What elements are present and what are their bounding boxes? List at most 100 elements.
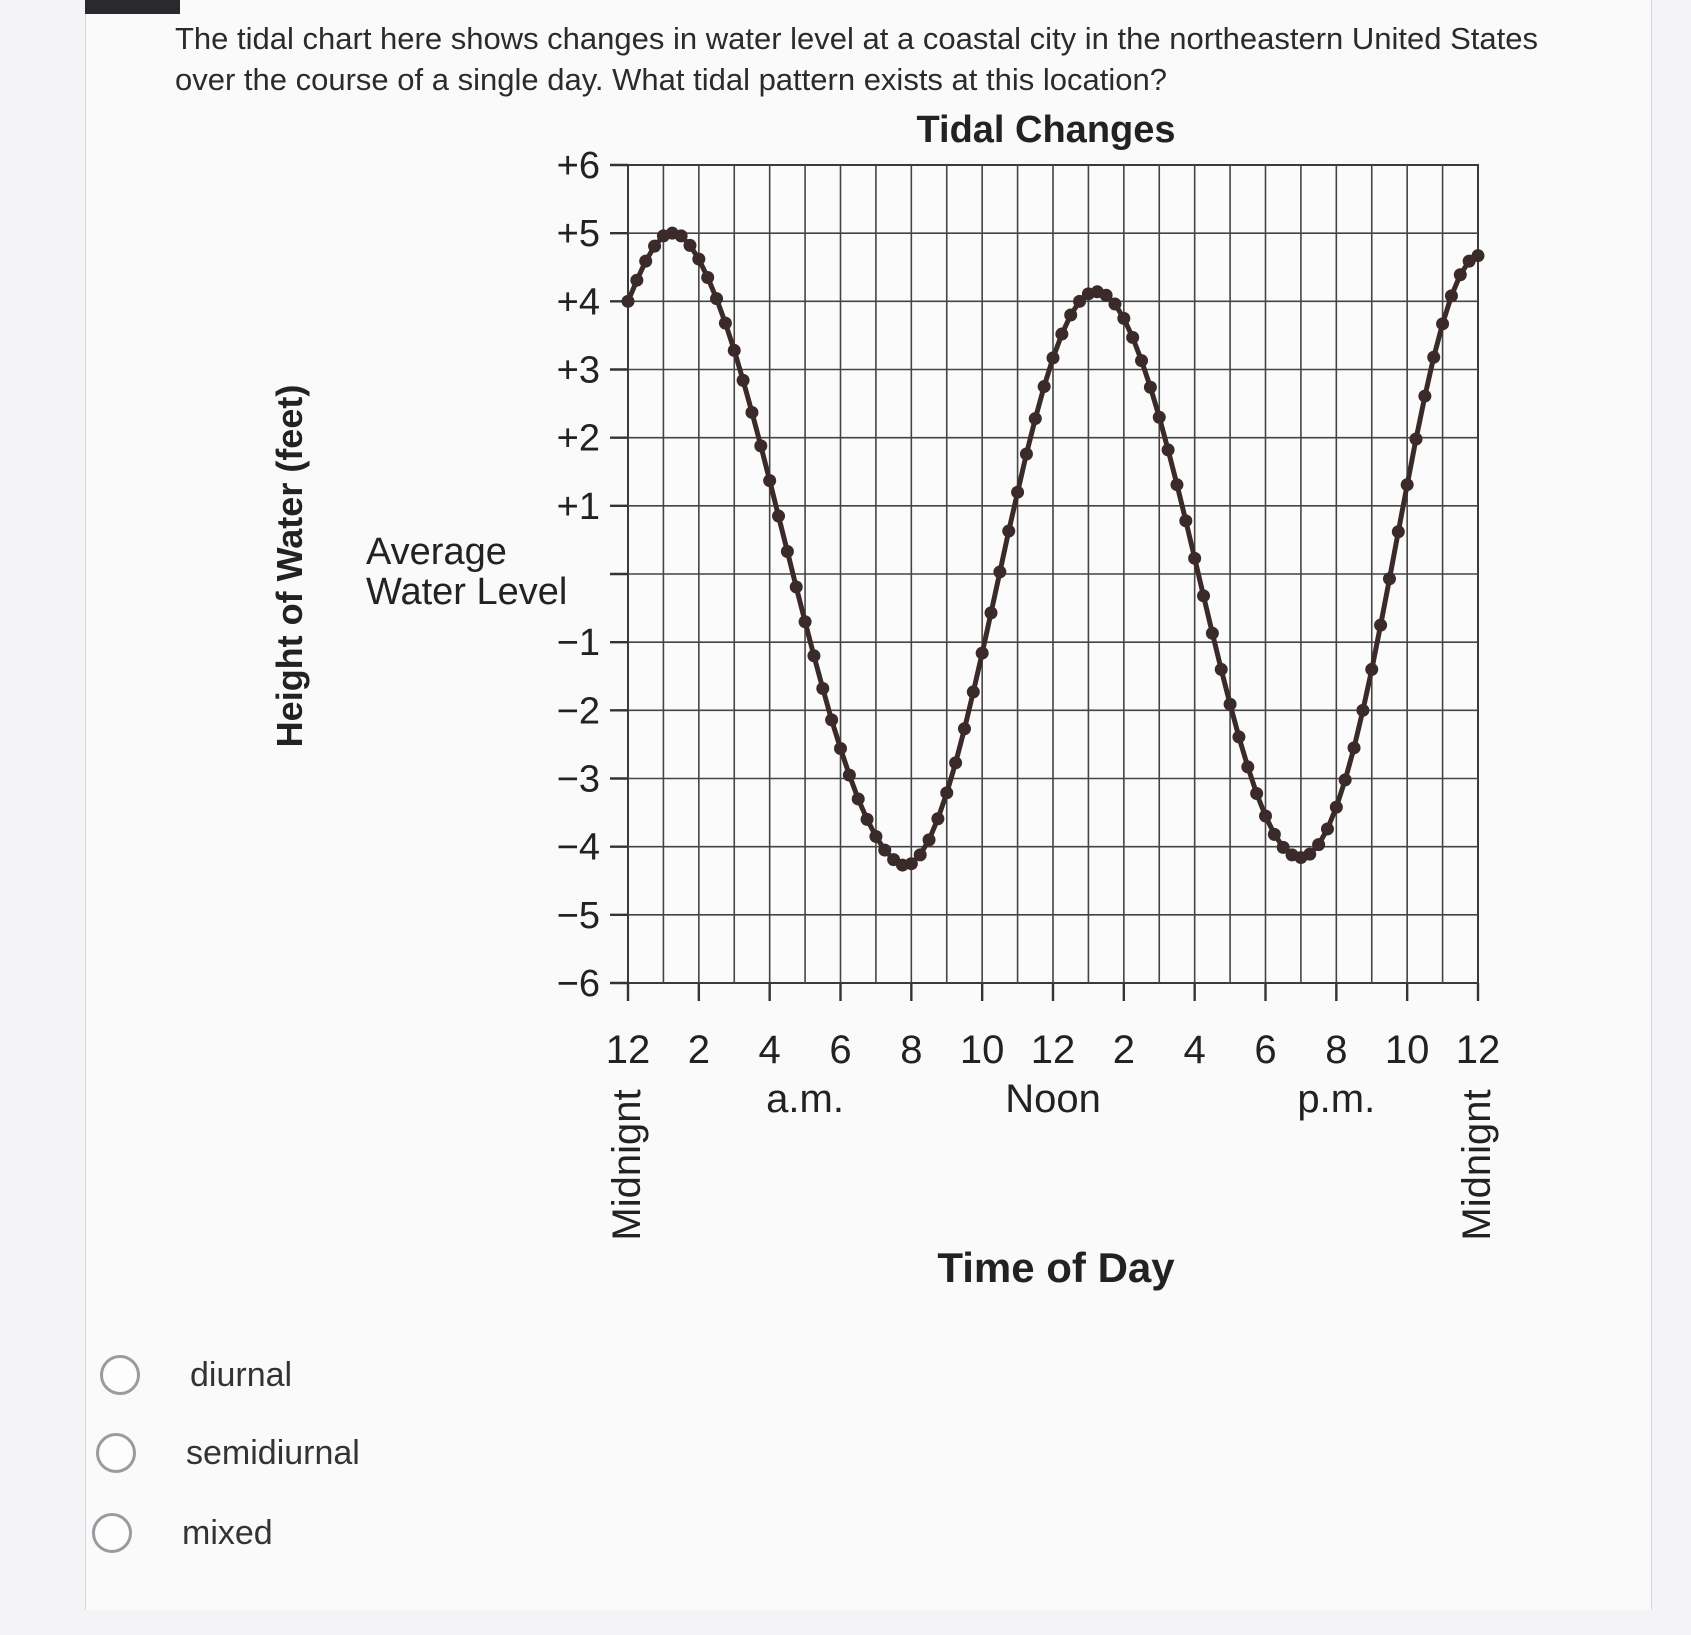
data-point	[1250, 786, 1264, 800]
data-point	[763, 474, 777, 488]
x-tick-label: 10	[1385, 1028, 1430, 1072]
data-point	[1365, 662, 1379, 676]
data-point	[1037, 380, 1051, 394]
data-point	[1223, 697, 1237, 711]
radio-button[interactable]	[96, 1433, 136, 1473]
data-point	[736, 373, 750, 387]
data-point	[1303, 847, 1317, 861]
data-point	[789, 580, 803, 594]
y-tick-label: −5	[557, 895, 600, 937]
data-point	[1028, 412, 1042, 426]
data-point	[1400, 478, 1414, 492]
chart-title: Tidal Changes	[916, 109, 1175, 151]
data-point	[807, 649, 821, 663]
y-tick-label: Water Level	[366, 571, 567, 613]
data-point	[922, 833, 936, 847]
data-point	[825, 713, 839, 727]
data-point	[621, 294, 635, 308]
data-point	[1312, 838, 1326, 852]
radio-button[interactable]	[92, 1513, 132, 1553]
y-tick-label: +1	[557, 486, 600, 528]
data-point	[1073, 294, 1087, 308]
data-point	[1329, 800, 1343, 814]
x-tick-label: 8	[1325, 1028, 1347, 1072]
data-point	[913, 848, 927, 862]
y-tick-label: +6	[557, 145, 600, 187]
data-point	[639, 254, 653, 268]
y-tick-label: +3	[557, 350, 600, 392]
data-point	[1409, 432, 1423, 446]
data-point	[1188, 551, 1202, 565]
data-point	[798, 615, 812, 629]
x-group-label: Noon	[1005, 1077, 1101, 1121]
axis-ticks	[610, 163, 1480, 1001]
data-point	[1347, 741, 1361, 755]
data-point	[1444, 289, 1458, 303]
y-tick-label: −4	[557, 827, 600, 869]
y-tick-label: −1	[557, 622, 600, 664]
data-point	[1135, 354, 1149, 368]
data-point	[648, 239, 662, 253]
data-point	[1046, 351, 1060, 365]
data-point	[834, 742, 847, 756]
y-tick-label: Average	[366, 531, 507, 573]
data-point	[1471, 249, 1485, 263]
data-point	[1064, 308, 1078, 322]
radio-button[interactable]	[100, 1355, 140, 1395]
x-tick-label: 12	[606, 1028, 651, 1072]
x-tick-label: 6	[829, 1028, 851, 1072]
question-text: The tidal chart here shows changes in wa…	[175, 21, 1539, 97]
option-diurnal[interactable]: diurnal	[100, 1345, 292, 1405]
y-tick-label: +4	[557, 281, 600, 323]
tidal-chart: Tidal Changes Height of Water (feet) Tim…	[269, 109, 1500, 1291]
x-tick-label: 4	[759, 1028, 781, 1072]
data-point	[1259, 809, 1272, 823]
x-group-label: p.m.	[1297, 1077, 1375, 1121]
x-tick-labels: 12 2 4 6 8 10 12 2 4 6 8 10 12 a.m. Noon p.m. Midnignt Mi…	[605, 1028, 1500, 1241]
data-point	[674, 229, 688, 243]
x-tick-label: 6	[1254, 1028, 1276, 1072]
x-tick-label: 2	[1113, 1028, 1135, 1072]
chart-grid	[627, 164, 1479, 984]
data-point	[993, 565, 1007, 579]
option-semidiurnal[interactable]: semidiurnal	[96, 1423, 360, 1483]
data-point	[1205, 626, 1219, 640]
data-point	[683, 238, 697, 252]
data-point	[1427, 350, 1441, 364]
data-point	[1019, 447, 1033, 461]
data-point	[1011, 485, 1025, 499]
data-point	[1152, 410, 1166, 424]
data-point	[1117, 311, 1131, 325]
data-point	[1391, 525, 1405, 539]
x-axis-label: Time of Day	[937, 1244, 1175, 1291]
x-tick-label: 12	[1031, 1028, 1076, 1072]
data-point	[975, 646, 989, 660]
y-tick-label: −6	[557, 963, 600, 1005]
data-point	[816, 682, 830, 696]
data-point	[692, 252, 706, 266]
data-point	[701, 270, 715, 284]
y-axis-label: Height of Water (feet)	[269, 385, 310, 748]
data-point	[1418, 389, 1432, 403]
data-point	[1108, 297, 1122, 311]
data-point	[1241, 760, 1255, 774]
data-point	[931, 812, 945, 826]
data-point	[710, 292, 724, 306]
data-point	[754, 439, 768, 453]
x-tick-label: 4	[1184, 1028, 1206, 1072]
data-point	[1170, 478, 1184, 492]
data-point	[878, 843, 892, 857]
data-point	[718, 316, 732, 330]
x-end-label: Midnignt	[1455, 1089, 1499, 1240]
data-point	[1214, 662, 1228, 676]
data-point	[1055, 327, 1069, 341]
y-tick-label: −3	[557, 759, 600, 801]
data-point	[966, 685, 980, 699]
data-point	[949, 756, 963, 770]
x-end-label: Midnignt	[605, 1089, 649, 1240]
option-label: mixed	[182, 1513, 273, 1552]
x-tick-label: 8	[900, 1028, 922, 1072]
x-tick-label: 10	[960, 1028, 1005, 1072]
option-mixed[interactable]: mixed	[92, 1503, 273, 1563]
